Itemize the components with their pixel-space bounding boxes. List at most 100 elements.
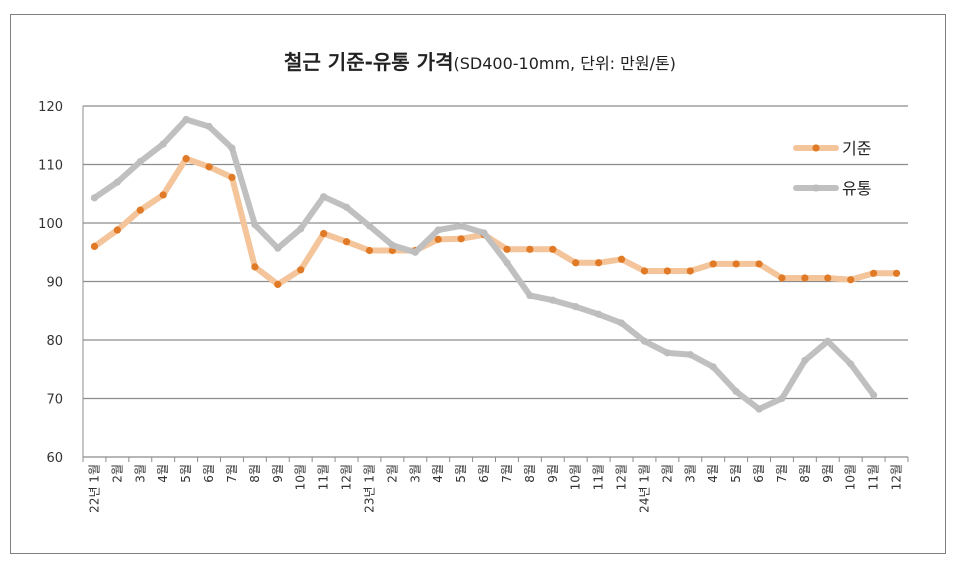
x-tick-label: 8월 <box>523 464 537 483</box>
x-tick-label: 10월 <box>294 464 308 490</box>
data-point <box>801 356 809 365</box>
y-tick-label: 110 <box>38 159 63 174</box>
data-point <box>778 274 786 282</box>
data-point <box>136 157 144 166</box>
chart-title: 철근 기준-유통 가격(SD400-10mm, 단위: 만원/톤) <box>0 46 960 75</box>
data-point <box>388 241 396 249</box>
x-tick-label: 3월 <box>133 464 147 483</box>
data-point <box>709 260 717 268</box>
data-point <box>595 259 603 267</box>
data-point <box>526 245 534 253</box>
data-point <box>159 191 167 199</box>
data-point <box>297 266 305 274</box>
data-point <box>434 235 442 243</box>
data-point <box>847 276 855 284</box>
x-tick-label: 11월 <box>867 464 881 490</box>
y-tick-label: 90 <box>46 276 63 291</box>
data-point <box>205 163 213 171</box>
y-tick-label: 80 <box>46 334 63 349</box>
x-tick-label: 2월 <box>110 464 124 483</box>
x-tick-label: 22년 1월 <box>87 464 101 513</box>
data-point <box>342 203 351 211</box>
x-tick-label: 5월 <box>179 464 193 483</box>
data-point <box>182 155 190 163</box>
data-point <box>251 221 259 229</box>
series-2 <box>90 115 878 413</box>
series-layer <box>90 115 901 413</box>
series-line <box>91 155 900 288</box>
data-point <box>801 274 809 282</box>
data-point <box>640 267 649 275</box>
data-point <box>755 405 763 413</box>
y-tick-label: 100 <box>38 217 63 232</box>
data-point <box>595 310 603 318</box>
legend-label: 유통 <box>842 179 871 198</box>
x-tick-label: 7월 <box>225 464 239 483</box>
x-tick-label: 6월 <box>477 464 491 483</box>
chart-title-main: 철근 기준-유통 가격 <box>284 50 454 74</box>
x-tick-label: 4월 <box>706 464 720 483</box>
data-point <box>663 267 671 275</box>
data-point <box>549 245 557 253</box>
x-tick-label: 8월 <box>798 464 812 483</box>
series-1 <box>90 155 901 289</box>
data-point <box>90 194 99 202</box>
x-tick-label: 3월 <box>683 464 697 483</box>
x-tick-label: 12월 <box>615 464 629 490</box>
x-tick-label: 12월 <box>340 464 354 490</box>
data-point <box>663 349 671 357</box>
x-axis: 22년 1월 2월 3월 4월 5월 6월 7월 8월 9월 10월 11월 12월 23년 1월 2월 3… <box>82 106 909 513</box>
data-point <box>411 248 419 256</box>
data-point <box>136 206 144 214</box>
x-tick-label: 8월 <box>248 464 262 483</box>
data-point <box>617 255 626 263</box>
y-axis-ticks: 60 70 80 90 100 110 120 <box>38 100 63 466</box>
data-point <box>90 242 99 250</box>
data-point <box>640 337 649 345</box>
data-point <box>686 267 694 275</box>
data-point <box>824 274 832 282</box>
legend-marker <box>812 144 820 152</box>
data-point <box>778 394 786 403</box>
gridlines <box>83 105 908 458</box>
x-tick-label: 23년 1월 <box>362 464 376 513</box>
data-point <box>824 337 832 345</box>
x-tick-label: 2월 <box>660 464 674 483</box>
data-point <box>320 229 328 238</box>
data-point <box>228 173 236 181</box>
data-point <box>274 280 282 289</box>
legend-label: 기준 <box>842 139 871 158</box>
data-point <box>434 226 442 234</box>
data-point <box>365 222 374 230</box>
x-tick-label: 7월 <box>775 464 789 483</box>
y-tick-label: 70 <box>46 393 63 408</box>
data-point <box>182 115 190 124</box>
x-tick-label: 10월 <box>844 464 858 490</box>
x-tick-label: 10월 <box>569 464 583 490</box>
x-tick-label: 2월 <box>385 464 399 483</box>
x-tick-label: 9월 <box>821 464 835 483</box>
x-tick-label: 5월 <box>454 464 468 483</box>
x-tick-label: 4월 <box>431 464 445 483</box>
x-tick-label: 11월 <box>317 464 331 490</box>
chart-subtitle: (SD400-10mm, 단위: 만원/톤) <box>453 54 676 73</box>
data-point <box>732 387 740 396</box>
data-point <box>228 144 236 152</box>
x-tick-label: 5월 <box>729 464 743 483</box>
x-tick-label: 6월 <box>202 464 216 483</box>
chart-frame <box>10 14 946 554</box>
data-point <box>480 229 488 237</box>
data-point <box>755 260 763 268</box>
x-tick-label: 9월 <box>546 464 560 483</box>
y-tick-label: 60 <box>46 451 63 466</box>
data-point <box>732 260 740 268</box>
data-point <box>457 235 465 243</box>
data-point <box>709 363 717 371</box>
data-point <box>457 222 465 230</box>
data-point <box>617 319 626 327</box>
x-tick-label: 24년 1월 <box>637 464 651 513</box>
data-point <box>113 226 121 234</box>
data-point <box>320 193 328 201</box>
